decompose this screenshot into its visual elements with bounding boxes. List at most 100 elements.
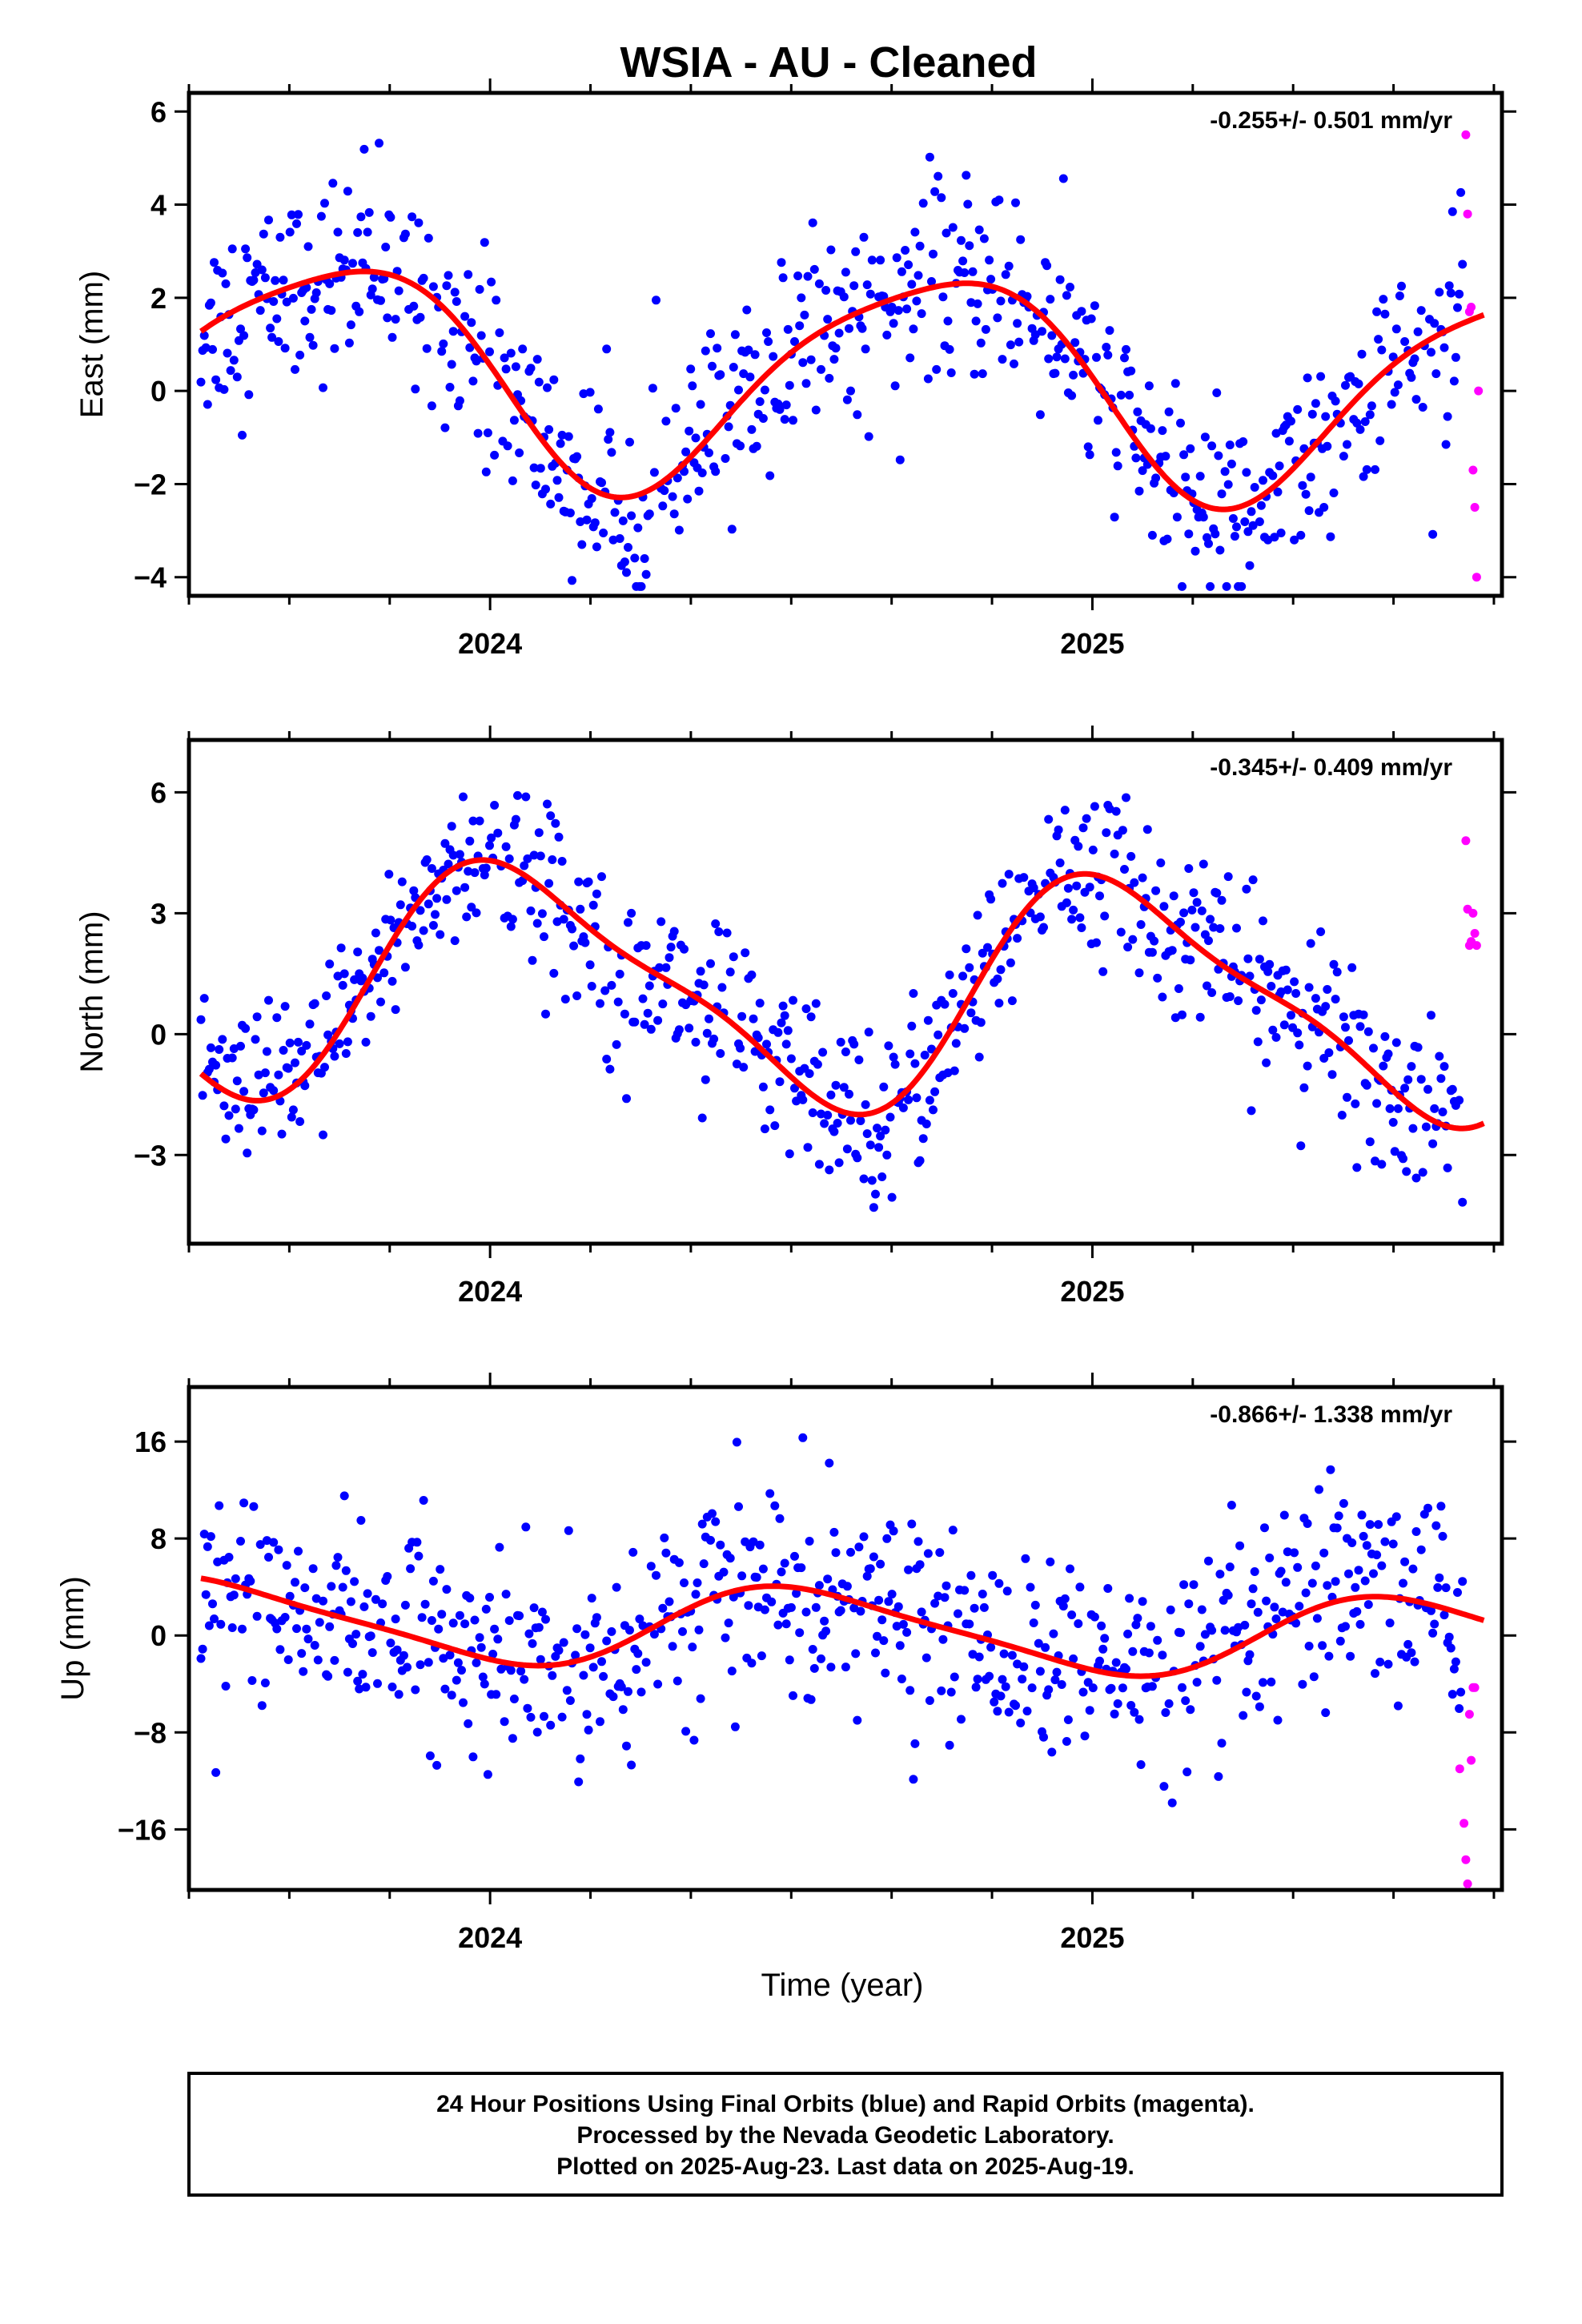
final-orbit-point [554,1646,564,1655]
final-orbit-point [515,1611,524,1621]
final-orbit-point [310,1641,319,1650]
final-orbit-point [612,1582,621,1592]
final-orbit-point [1290,535,1299,545]
final-orbit-point [918,199,928,208]
final-orbit-point [1167,946,1177,955]
final-orbit-point [531,480,540,490]
final-orbit-point [1337,1111,1347,1120]
final-orbit-point [693,1578,702,1587]
final-orbit-point [652,1570,661,1580]
final-orbit-point [974,1052,984,1062]
final-orbit-point [231,1104,240,1114]
final-orbit-point [424,1658,433,1667]
final-orbit-point [917,309,926,319]
final-orbit-point [717,983,727,992]
final-orbit-point [1138,873,1147,883]
final-orbit-point [280,1613,290,1622]
final-orbit-point [1438,1108,1447,1116]
final-orbit-point [363,1589,372,1598]
final-orbit-point [1458,1577,1468,1586]
final-orbit-point [521,1522,531,1532]
final-orbit-point [912,296,921,306]
final-orbit-point [841,267,850,277]
final-orbit-point [769,352,778,361]
final-orbit-point [208,344,217,354]
final-orbit-point [238,1624,247,1634]
rapid-orbit-point [1474,386,1484,396]
final-orbit-point [358,1670,367,1679]
final-orbit-point [851,247,861,256]
final-orbit-point [1363,1600,1373,1610]
final-orbit-point [652,296,661,305]
final-orbit-point [282,297,291,307]
final-orbit-point [1232,522,1241,532]
final-orbit-point [957,235,966,245]
final-orbit-point [251,268,260,277]
final-orbit-point [764,337,773,346]
final-orbit-point [957,1715,966,1724]
final-orbit-point [691,1590,701,1599]
final-orbit-point [905,1686,915,1695]
final-orbit-point [1106,1683,1116,1693]
final-orbit-point [1111,806,1121,816]
final-orbit-point [1456,187,1466,197]
final-orbit-point [930,1598,940,1608]
final-orbit-point [506,922,516,931]
final-orbit-point [833,1119,842,1128]
final-orbit-point [328,179,338,188]
final-orbit-point [724,422,733,432]
final-orbit-point [688,381,697,391]
figure-title: WSIA - AU - Cleaned [620,38,1037,86]
final-orbit-point [691,433,701,443]
final-orbit-point [1379,295,1388,304]
final-orbit-point [1283,985,1292,995]
final-orbit-point [1360,1576,1370,1586]
final-orbit-point [806,1695,816,1704]
final-orbit-point [739,1063,749,1072]
final-orbit-point [877,1615,887,1625]
final-orbit-point [624,543,632,552]
final-orbit-point [1176,917,1185,927]
final-orbit-point [790,1084,799,1093]
final-orbit-point [1187,905,1197,915]
final-orbit-point [1403,1075,1413,1084]
final-orbit-point [973,299,982,308]
final-orbit-point [1380,309,1390,319]
final-orbit-point [817,1654,825,1663]
final-orbit-point [1019,1662,1029,1671]
final-orbit-point [506,1666,516,1675]
final-orbit-point [1176,1628,1185,1638]
final-orbit-point [905,353,915,363]
final-orbit-point [1263,535,1273,545]
final-orbit-point [275,232,285,242]
final-orbit-point [359,1602,369,1611]
final-orbit-point [608,535,618,545]
final-orbit-point [199,331,209,340]
final-orbit-point [630,1017,640,1027]
final-orbit-point [1267,1677,1276,1687]
final-orbit-point [790,337,799,346]
final-orbit-point [588,1663,598,1672]
rapid-orbit-point [1470,929,1480,938]
final-orbit-point [236,324,245,334]
final-orbit-point [923,374,933,384]
final-orbit-point [1207,1626,1217,1635]
final-orbit-point [1146,1622,1155,1631]
final-orbit-point [986,275,996,284]
final-orbit-point [327,306,336,316]
final-orbit-point [211,1767,221,1777]
final-orbit-point [892,253,901,263]
final-orbit-point [1250,1567,1259,1576]
final-orbit-point [425,1751,435,1760]
final-orbit-point [950,1066,959,1076]
final-orbit-point [1352,1163,1362,1172]
final-orbit-point [946,1687,956,1697]
final-orbit-point [960,268,970,277]
final-orbit-point [215,1045,224,1054]
final-orbit-point [734,385,743,395]
final-orbit-point [1176,418,1185,428]
final-orbit-point [727,1667,737,1676]
final-orbit-point [1408,1564,1418,1574]
final-orbit-point [275,1645,285,1655]
final-orbit-point [244,390,254,400]
